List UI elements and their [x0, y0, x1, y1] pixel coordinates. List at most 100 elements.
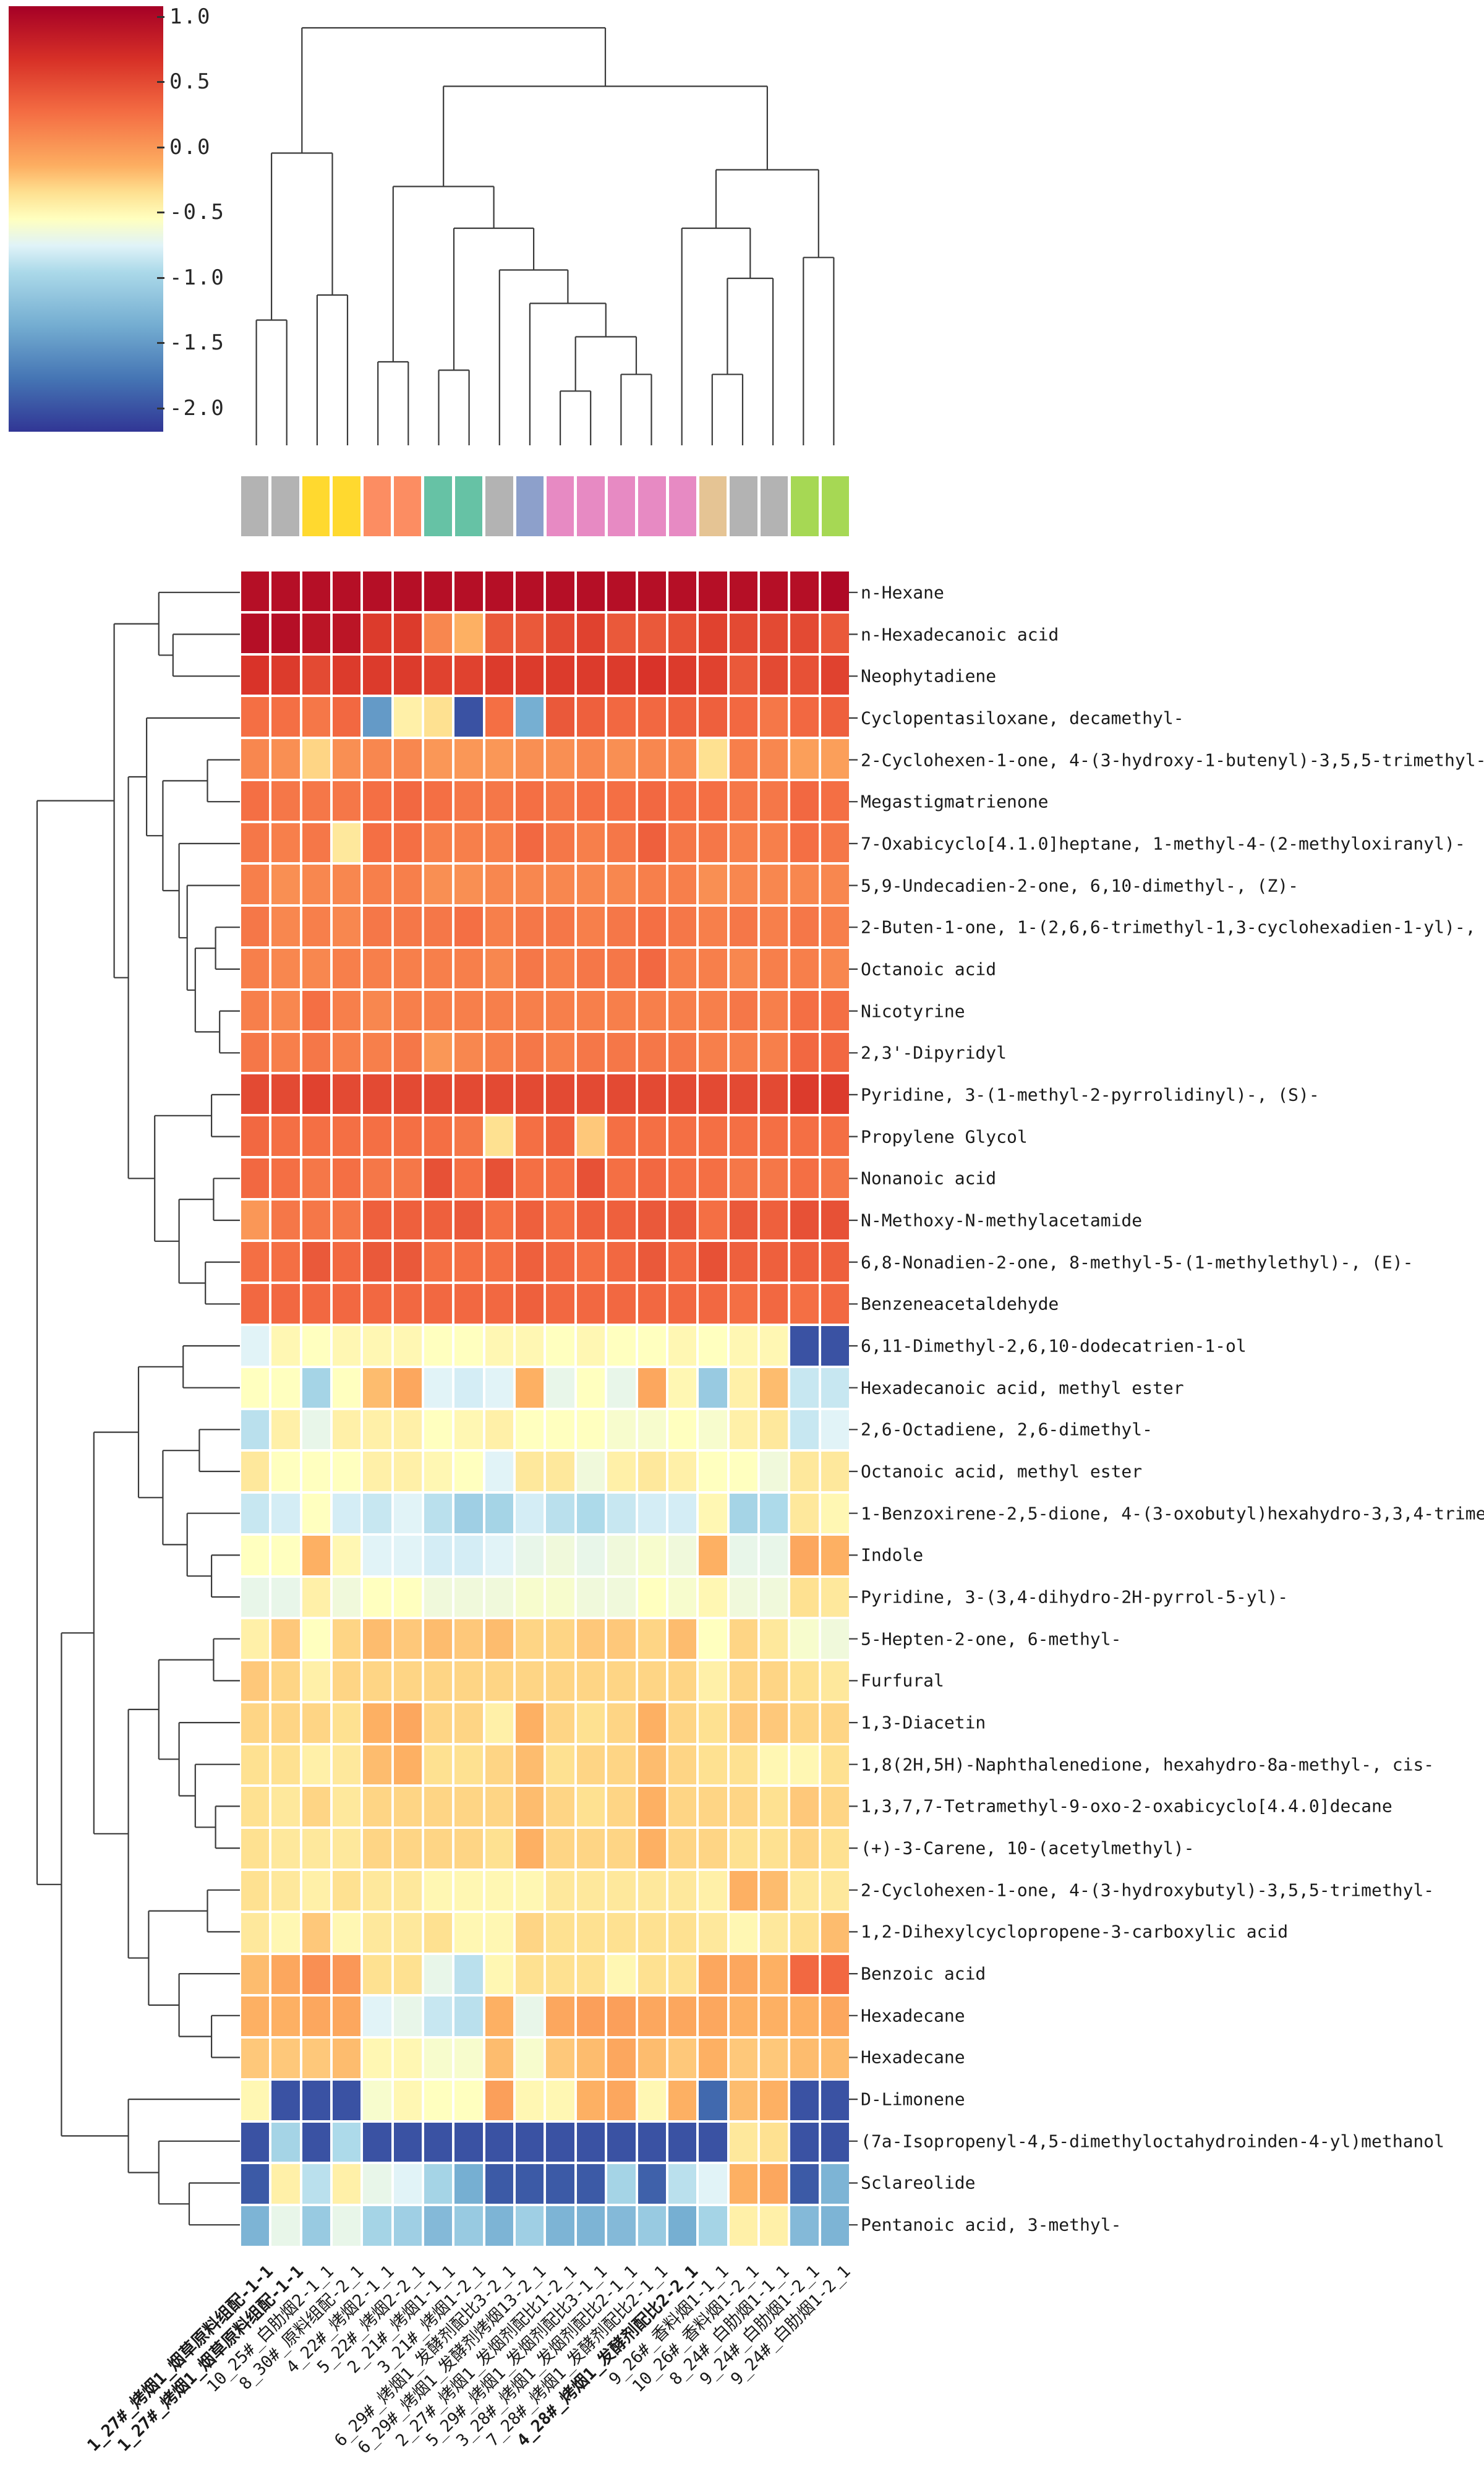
heatmap-cell-r28-c3 — [302, 1703, 331, 1743]
heatmap-cell-r14-c20 — [821, 1116, 849, 1156]
heatmap-cell-r18-c14 — [638, 1284, 666, 1324]
heatmap-cell-r5-c13 — [607, 739, 636, 779]
heatmap-cell-r10-c10 — [516, 948, 544, 988]
heatmap-cell-r31-c18 — [759, 1829, 788, 1869]
heatmap-cell-r31-c16 — [699, 1829, 727, 1869]
heatmap-cell-r36-c8 — [454, 2039, 483, 2078]
heatmap-cell-r35-c14 — [638, 1997, 666, 2037]
column-annotation-cell-11 — [547, 476, 574, 536]
heatmap-cell-r28-c18 — [759, 1703, 788, 1743]
heatmap-cell-r31-c13 — [607, 1829, 636, 1869]
heatmap-cell-r6-c6 — [393, 781, 422, 821]
heatmap-cell-r10-c16 — [699, 948, 727, 988]
heatmap-cell-r4-c10 — [516, 697, 544, 737]
colorbar-tick-label: -2.0 — [169, 396, 225, 421]
heatmap-cell-r16-c4 — [333, 1200, 361, 1240]
heatmap-cell-r13-c9 — [485, 1074, 514, 1115]
heatmap-cell-r17-c5 — [363, 1242, 391, 1282]
heatmap-cell-r16-c8 — [454, 1200, 483, 1240]
heatmap-cell-r16-c1 — [241, 1200, 270, 1240]
heatmap-cell-r2-c4 — [333, 613, 361, 653]
heatmap-cell-r40-c18 — [759, 2206, 788, 2246]
column-label: 2_27#_烤烟1_发烟剂配比1-2_1 — [391, 2261, 581, 2450]
heatmap-cell-r2-c16 — [699, 613, 727, 653]
heatmap-cell-r27-c3 — [302, 1661, 331, 1701]
heatmap-cell-r38-c3 — [302, 2122, 331, 2162]
heatmap-cell-r31-c9 — [485, 1829, 514, 1869]
heatmap-cell-r1-c10 — [516, 571, 544, 611]
heatmap-cell-r29-c16 — [699, 1745, 727, 1785]
heatmap-cell-r8-c20 — [821, 865, 849, 905]
heatmap-cell-r30-c20 — [821, 1787, 849, 1827]
heatmap-cell-r36-c3 — [302, 2039, 331, 2078]
heatmap-cell-r4-c19 — [790, 697, 819, 737]
heatmap-cell-r13-c1 — [241, 1074, 270, 1115]
heatmap-cell-r22-c17 — [729, 1452, 757, 1492]
heatmap-cell-r25-c4 — [333, 1577, 361, 1617]
heatmap-cell-r20-c4 — [333, 1368, 361, 1408]
column-label: 5_29#_烤烟1_发烟剂配比3-1_1 — [422, 2261, 612, 2450]
heatmap-cell-r33-c19 — [790, 1912, 819, 1953]
heatmap-cell-r1-c6 — [393, 571, 422, 611]
heatmap-cell-r18-c3 — [302, 1284, 331, 1324]
heatmap-cell-r25-c14 — [638, 1577, 666, 1617]
heatmap-cell-r33-c7 — [424, 1912, 453, 1953]
heatmap-cell-r30-c17 — [729, 1787, 757, 1827]
heatmap-cell-r17-c19 — [790, 1242, 819, 1282]
heatmap-cell-r7-c1 — [241, 823, 270, 863]
heatmap-cell-r11-c16 — [699, 990, 727, 1030]
heatmap-cell-r1-c4 — [333, 571, 361, 611]
heatmap-cell-r3-c13 — [607, 655, 636, 695]
heatmap-cell-r30-c12 — [576, 1787, 605, 1827]
heatmap-cell-r24-c6 — [393, 1535, 422, 1575]
heatmap-cell-r26-c15 — [668, 1619, 697, 1659]
heatmap-cell-r14-c17 — [729, 1116, 757, 1156]
heatmap-cell-r3-c15 — [668, 655, 697, 695]
heatmap-cell-r37-c19 — [790, 2080, 819, 2120]
heatmap-cell-r14-c2 — [271, 1116, 300, 1156]
heatmap-cell-r22-c16 — [699, 1452, 727, 1492]
heatmap-cell-r20-c6 — [393, 1368, 422, 1408]
row-label: Pyridine, 3-(3,4-dihydro-2H-pyrrol-5-yl)… — [861, 1586, 1289, 1607]
heatmap-cell-r27-c19 — [790, 1661, 819, 1701]
heatmap-cell-r39-c11 — [546, 2164, 574, 2204]
heatmap-grid — [241, 571, 849, 2246]
heatmap-cell-r12-c12 — [576, 1032, 605, 1072]
heatmap-cell-r20-c15 — [668, 1368, 697, 1408]
heatmap-cell-r32-c16 — [699, 1871, 727, 1911]
heatmap-cell-r1-c7 — [424, 571, 453, 611]
heatmap-cell-r36-c1 — [241, 2039, 270, 2078]
heatmap-cell-r10-c20 — [821, 948, 849, 988]
row-label: Cyclopentasiloxane, decamethyl- — [861, 708, 1184, 729]
heatmap-cell-r6-c11 — [546, 781, 574, 821]
heatmap-cell-r36-c17 — [729, 2039, 757, 2078]
heatmap-cell-r7-c6 — [393, 823, 422, 863]
heatmap-cell-r38-c7 — [424, 2122, 453, 2162]
heatmap-cell-r18-c16 — [699, 1284, 727, 1324]
heatmap-cell-r11-c20 — [821, 990, 849, 1030]
heatmap-cell-r4-c8 — [454, 697, 483, 737]
heatmap-cell-r10-c14 — [638, 948, 666, 988]
heatmap-cell-r31-c6 — [393, 1829, 422, 1869]
heatmap-cell-r34-c9 — [485, 1954, 514, 1995]
column-annotation-cell-12 — [577, 476, 605, 536]
heatmap-cell-r30-c8 — [454, 1787, 483, 1827]
heatmap-cell-r20-c8 — [454, 1368, 483, 1408]
heatmap-cell-r37-c11 — [546, 2080, 574, 2120]
heatmap-cell-r15-c12 — [576, 1158, 605, 1198]
heatmap-cell-r39-c4 — [333, 2164, 361, 2204]
heatmap-cell-r35-c4 — [333, 1997, 361, 2037]
column-annotation-cell-13 — [607, 476, 636, 536]
heatmap-cell-r22-c15 — [668, 1452, 697, 1492]
heatmap-cell-r20-c3 — [302, 1368, 331, 1408]
heatmap-cell-r25-c5 — [363, 1577, 391, 1617]
heatmap-cell-r1-c15 — [668, 571, 697, 611]
heatmap-cell-r40-c13 — [607, 2206, 636, 2246]
row-label: Neophytadiene — [861, 666, 997, 687]
heatmap-cell-r33-c16 — [699, 1912, 727, 1953]
heatmap-cell-r23-c20 — [821, 1494, 849, 1533]
heatmap-cell-r23-c3 — [302, 1494, 331, 1533]
heatmap-cell-r31-c3 — [302, 1829, 331, 1869]
heatmap-cell-r23-c19 — [790, 1494, 819, 1533]
heatmap-cell-r27-c17 — [729, 1661, 757, 1701]
